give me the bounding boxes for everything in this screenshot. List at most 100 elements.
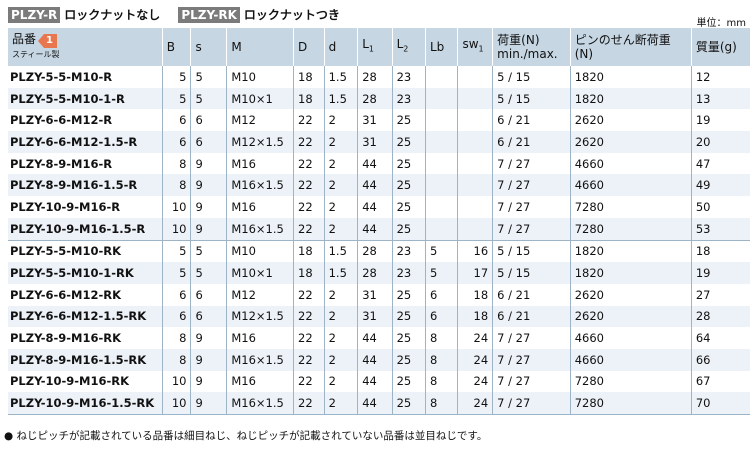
table-cell: 25 [391,370,426,393]
rk-tag: PLZY-RK [178,6,240,23]
table-cell: M12 [226,283,294,306]
table-cell: 7280 [569,370,692,393]
table-cell: 8 [161,327,191,349]
table-row: PLZY-10-9-M16-1.5-R 10 9 M16×1.5 22 2 44 25 7 / … [8,217,750,240]
table-cell: 6 / 21 [492,305,571,328]
table-cell: 50 [690,196,750,218]
table-cell: PLZY-8-9-M16-RK [10,331,122,346]
table-cell: 22 [293,109,325,132]
table-cell: 18 [457,283,493,306]
table-row: PLZY-6-6-M12-1.5-RK 6 6 M12×1.5 22 2 31 25 6 18 6 … [8,305,750,328]
table-cell: 4660 [569,174,692,197]
table-row: PLZY-5-5-M10-1-R 5 5 M10×1 18 1.5 28 23 5 / 15 18… [8,87,750,110]
table-cell: M16×1.5 [226,392,294,416]
table-cell: 2620 [569,109,692,132]
table-cell: 49 [690,174,750,197]
table-cell: 7 / 27 [492,327,571,349]
material-label: スティール製 [12,50,60,59]
table-row: PLZY-6-6-M12-R 6 6 M12 22 2 31 25 6 / 21 2620 19 [8,109,750,132]
table-cell: 22 [293,217,325,240]
table-cell: 24 [457,327,493,349]
legend: PLZY-R ロックナットなし PLZY-RK ロックナットつき [8,6,340,23]
table-cell: 13 [690,87,750,110]
table-cell: PLZY-10-9-M16-1.5-R [8,217,163,240]
table-cell [457,196,493,218]
table-cell: 6 [190,109,227,132]
table-cell [424,131,458,153]
table-cell: 28 [357,262,393,284]
table-cell: PLZY-5-5-M10-1-RK [8,262,163,284]
table-cell [457,152,493,175]
footnote: ● ねじピッチが記載されている品番は細目ねじ、ねじピッチが記載されていない品番は… [4,430,488,442]
table-cell: 44 [357,327,393,349]
table-cell: PLZY-6-6-M12-RK [10,287,122,302]
table-cell: 8 [161,174,191,197]
table-cell: 10 [161,196,191,218]
table-row: PLZY-8-9-M16-R 8 9 M16 22 2 44 25 7 / 27 4660 47 [8,152,750,175]
table-cell: 44 [357,217,393,240]
table-cell: 23 [391,262,426,284]
table-row: PLZY-8-9-M16-RK 8 9 M16 22 2 44 25 8 24 7 / 27 4660… [8,327,750,349]
table-cell: M16×1.5 [226,348,294,371]
table-cell: 23 [391,66,426,88]
table-cell: 5 [161,66,191,88]
table-cell: 6 [190,283,227,306]
rk-label: ロックナットつき [243,8,340,22]
table-cell: 22 [293,305,325,328]
table-cell: 18 [293,66,325,88]
table-cell: 25 [391,131,426,153]
table-cell: PLZY-5-5-M10-RK [8,239,163,263]
table-cell: 22 [293,348,325,371]
table-cell [457,174,493,197]
table-cell: PLZY-8-9-M16-R [10,156,113,171]
table-cell: 5 [190,262,227,284]
table-cell [424,109,458,132]
table-cell: 9 [190,370,227,393]
table-cell: 6 [190,131,227,153]
table-cell: M10 [226,66,294,88]
col-shear: ピンのせん断荷重(N) [569,28,692,66]
table-cell: 5 [190,239,227,263]
table-cell: 5 [161,239,191,263]
table-row: PLZY-8-9-M16-1.5-RK 8 9 M16×1.5 22 2 44 25 8 24 7 … [8,348,750,371]
table-cell: 4660 [569,327,692,349]
table-cell: 22 [293,131,325,153]
table-cell: 6 [161,283,191,306]
table-cell: 4660 [569,152,692,175]
table-cell: 5 / 15 [492,262,571,284]
table-cell: 2 [323,392,358,416]
table-cell: 7280 [569,392,692,416]
table-cell: 6 [161,109,191,132]
table-cell: 10 [161,392,191,416]
table-cell: 44 [357,174,393,197]
table-cell: 2 [323,305,358,328]
table-cell: 9 [190,217,227,240]
table-cell: 9 [190,196,227,218]
table-cell: 2 [323,152,358,175]
table-cell: PLZY-6-6-M12-1.5-R [8,131,163,153]
table-cell: 25 [391,283,426,306]
table-cell: 1.5 [323,66,358,88]
table-cell: 9 [190,392,227,416]
table-cell: 44 [357,152,393,175]
table-cell: 24 [457,370,493,393]
table-cell: 67 [690,370,750,393]
table-cell [424,196,458,218]
table-cell: 25 [391,109,426,132]
table-cell: 2 [323,174,358,197]
table-cell: 1.5 [323,262,358,284]
table-cell: 22 [293,152,325,175]
col-load: 荷重(N) min./max. [492,28,571,66]
table-cell: 1820 [569,262,692,284]
table-cell: 7280 [569,217,692,240]
table-cell: 5 [190,87,227,110]
table-cell: 17 [457,262,493,284]
r-label: ロックナットなし [64,8,161,22]
col-L2: L2 [391,28,426,66]
table-cell: 2 [323,109,358,132]
table-cell: M16×1.5 [226,174,294,197]
table-cell: 27 [690,283,750,306]
table-cell: 6 / 21 [492,283,571,306]
table-cell: 8 [161,348,191,371]
table-cell: 6 [161,305,191,328]
